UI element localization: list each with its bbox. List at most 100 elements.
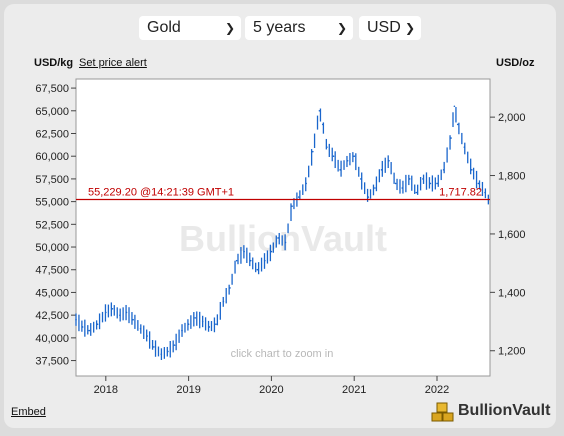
left-tick-label: 42,500 <box>35 310 69 322</box>
metal-select[interactable]: Gold ❯ <box>139 16 241 40</box>
chevron-down-icon: ❯ <box>336 21 347 35</box>
data-point <box>450 137 452 139</box>
data-point <box>139 327 142 330</box>
data-point <box>456 123 459 126</box>
left-tick-label: 62,500 <box>35 128 69 140</box>
data-point <box>312 150 314 153</box>
data-point <box>153 346 155 348</box>
zoom-hint: click chart to zoom in <box>231 348 334 360</box>
data-point <box>222 300 225 303</box>
chevron-down-icon: ❯ <box>224 21 235 35</box>
left-unit-label: USD/kg <box>34 57 74 69</box>
data-point <box>332 155 335 158</box>
left-tick-label: 67,500 <box>35 83 69 95</box>
data-point <box>181 329 183 332</box>
data-point <box>88 329 91 332</box>
data-point <box>422 178 424 180</box>
left-tick-label: 57,500 <box>35 174 69 186</box>
data-point <box>353 155 356 158</box>
right-unit-label: USD/oz <box>496 57 535 69</box>
left-tick-label: 60,000 <box>35 151 69 163</box>
left-tick-label: 40,000 <box>35 333 69 345</box>
x-tick-label: 2022 <box>425 384 449 396</box>
x-tick-label: 2019 <box>176 384 200 396</box>
data-point <box>436 182 438 185</box>
left-tick-label: 37,500 <box>35 356 69 368</box>
data-point <box>297 196 300 198</box>
period-select-value: 5 years <box>253 19 306 36</box>
data-point <box>187 323 190 326</box>
bullionvault-logo: BullionVault <box>430 399 556 425</box>
right-tick-label: 1,200 <box>498 346 526 358</box>
left-tick-label: 52,500 <box>35 219 69 231</box>
data-point <box>201 320 204 323</box>
data-point <box>401 187 404 189</box>
right-tick-label: 1,600 <box>498 229 526 241</box>
embed-link[interactable]: Embed <box>11 406 46 418</box>
set-price-alert-link[interactable]: Set price alert <box>79 57 147 69</box>
data-point <box>111 307 114 310</box>
left-tick-label: 47,500 <box>35 265 69 277</box>
data-point <box>484 191 486 194</box>
current-price-oz-label: 1,717.82 <box>439 187 482 199</box>
data-point <box>453 105 456 108</box>
data-point <box>243 250 245 253</box>
data-point <box>96 323 99 326</box>
data-point <box>81 326 84 328</box>
plot-area[interactable] <box>75 78 491 377</box>
data-point <box>167 350 169 353</box>
period-select[interactable]: 5 years ❯ <box>245 16 353 40</box>
currency-select-value: USD <box>367 19 401 36</box>
currency-select[interactable]: USD ❯ <box>359 16 421 40</box>
data-point <box>339 169 341 171</box>
x-tick-label: 2018 <box>94 384 118 396</box>
data-point <box>75 318 77 321</box>
data-point <box>415 191 418 194</box>
data-point <box>477 182 480 185</box>
data-point <box>394 182 397 185</box>
data-point <box>470 169 473 171</box>
data-point <box>442 169 445 171</box>
data-point <box>277 237 279 239</box>
chevron-down-icon: ❯ <box>404 21 415 35</box>
left-tick-label: 55,000 <box>35 197 69 209</box>
data-point <box>374 187 376 189</box>
data-point <box>360 178 362 180</box>
x-tick-label: 2020 <box>259 384 283 396</box>
data-point <box>249 259 252 262</box>
right-tick-label: 1,800 <box>498 171 526 183</box>
data-point <box>146 335 149 337</box>
data-point <box>105 311 107 314</box>
data-point <box>256 268 259 271</box>
data-point <box>215 323 217 326</box>
data-point <box>291 205 293 207</box>
data-point <box>380 169 383 171</box>
data-point <box>429 182 432 185</box>
data-point <box>119 314 121 316</box>
x-tick-label: 2021 <box>342 384 366 396</box>
current-price-kg-label: 55,229.20 @14:21:39 GMT+1 <box>88 187 234 199</box>
left-tick-label: 50,000 <box>35 242 69 254</box>
data-point <box>194 317 197 319</box>
data-point <box>305 182 307 185</box>
data-point <box>160 353 163 356</box>
right-tick-label: 2,000 <box>498 112 526 124</box>
right-tick-label: 1,400 <box>498 287 526 299</box>
watermark-text: BullionVault <box>179 218 387 259</box>
data-point <box>284 241 287 244</box>
data-point <box>463 146 466 148</box>
data-point <box>408 178 411 180</box>
data-point <box>263 259 266 262</box>
logo-text: BullionVault <box>458 402 551 419</box>
data-point <box>132 318 134 321</box>
left-tick-label: 45,000 <box>35 287 69 299</box>
data-point <box>326 146 328 148</box>
left-tick-label: 65,000 <box>35 106 69 118</box>
data-point <box>208 326 211 328</box>
metal-select-value: Gold <box>147 19 181 36</box>
data-point <box>318 109 321 112</box>
data-point <box>270 250 273 253</box>
data-point <box>367 196 370 198</box>
data-point <box>321 123 324 126</box>
